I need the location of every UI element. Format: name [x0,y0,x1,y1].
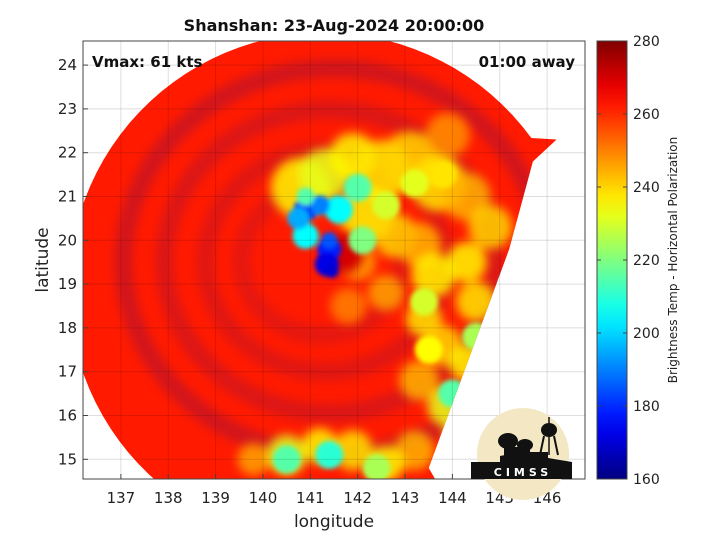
y-tick-label: 24 [58,56,77,74]
convective-core [309,195,330,216]
x-tick-label: 143 [391,489,420,507]
y-axis-title: latitude [33,227,53,292]
colorbar [596,40,628,480]
convection-blob [456,281,497,322]
convection-blob [368,274,405,311]
convection-blob [399,360,440,401]
y-tick-label: 21 [58,187,77,205]
convective-core [292,222,319,249]
convective-core [428,160,457,189]
y-tick-label: 18 [58,319,77,337]
y-tick-label: 16 [58,406,77,424]
y-tick-label: 19 [58,275,77,293]
spiral-band [155,100,504,423]
grid-lines [83,41,585,479]
convection-blob [446,242,487,283]
y-tick-label: 20 [58,231,77,249]
convection-blob [332,430,373,471]
convection-blob [330,287,367,324]
logo-text: CIMSS [494,466,552,479]
convective-core [324,263,339,278]
y-tick-label: 22 [58,144,77,162]
y-tick-label: 23 [58,100,77,118]
colorbar-tick-label: 160 [633,472,660,488]
colorbar-tick-label: 200 [633,326,660,342]
convective-core [272,445,301,474]
x-tick-label: 140 [249,489,278,507]
x-tick-label: 139 [201,489,230,507]
convective-core [409,287,438,316]
convective-core [321,232,338,249]
convection-blob [442,172,491,221]
convective-core [343,173,372,202]
colorbar-tick-label: 240 [633,180,660,196]
convection-blob [468,205,513,250]
convective-core [287,207,310,230]
x-tick-label: 137 [107,489,136,507]
convection-blob [237,443,270,476]
heatmap-layer [83,41,557,479]
convective-core [362,454,391,479]
x-axis-title: longitude [294,512,374,532]
radome-icon [498,433,533,457]
convective-core [372,191,401,220]
colorbar-ticks: 160 180 200 220 240 260 280 [597,34,660,488]
logo: CIMSS [471,408,572,500]
logo-ground [471,452,572,479]
convective-core [348,226,377,255]
plot-frame [82,40,586,480]
convection-blob [394,430,435,471]
water-tower-icon [539,417,559,456]
colorbar-tick-label: 280 [633,34,660,50]
convective-core [400,169,429,198]
colorbar-tick-label: 220 [633,253,660,269]
vmax-label: Vmax: 61 kts [92,53,202,71]
convection-blob [425,113,470,158]
x-tick-labels: 137 138 139 140 141 142 143 144 145 146 [107,474,561,507]
plot-title: Shanshan: 23-Aug-2024 20:00:00 [184,16,485,35]
x-tick-label: 142 [343,489,372,507]
y-tick-label: 17 [58,363,77,381]
time-away-label: 01:00 away [479,53,576,71]
convective-core [324,195,353,224]
x-tick-label: 138 [154,489,183,507]
y-tick-label: 15 [58,450,77,468]
colorbar-tick-label: 180 [633,399,660,415]
y-tick-labels: 15 16 17 18 19 20 21 22 23 24 [58,56,88,468]
convection-blob [411,253,456,298]
colorbar-tick-label: 260 [633,107,660,123]
convective-core [315,440,344,469]
convective-core [296,187,315,206]
x-tick-label: 144 [438,489,467,507]
colorbar-title: Brightness Temp - Horizontal Polarizatio… [666,137,680,384]
convective-core [414,335,443,364]
x-tick-label: 141 [296,489,325,507]
